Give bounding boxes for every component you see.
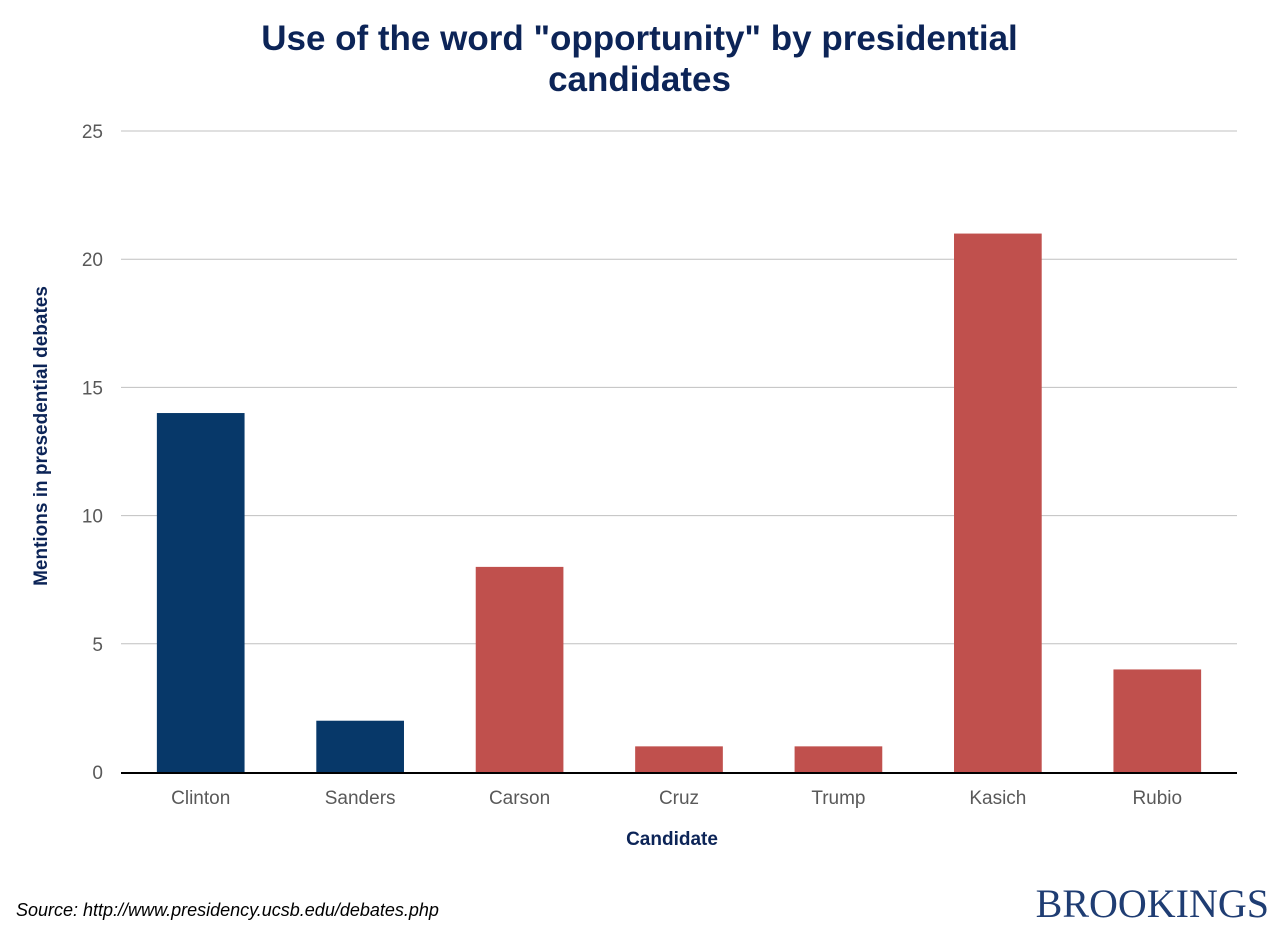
bar-rubio <box>1113 669 1202 772</box>
x-tick-label: Cruz <box>659 788 699 809</box>
bar-clinton <box>156 413 245 772</box>
y-axis-ticks: 0 5 10 15 20 25 <box>82 122 103 784</box>
x-tick-label: Rubio <box>1132 788 1182 809</box>
x-tick-label: Clinton <box>171 788 230 809</box>
x-axis-ticks: Clinton Sanders Carson Cruz Trump Kasich Rubio <box>171 788 1182 809</box>
y-tick-label: 0 <box>92 763 103 784</box>
bars <box>156 233 1202 772</box>
x-tick-label: Trump <box>811 788 865 809</box>
gridlines <box>121 130 1237 645</box>
bar-cruz <box>635 746 723 772</box>
y-tick-label: 15 <box>82 378 103 399</box>
chart-title-line-2: candidates <box>548 60 731 99</box>
y-tick-label: 5 <box>92 635 103 656</box>
x-axis-title: Candidate <box>626 829 718 850</box>
brookings-logo: BROOKINGS <box>1035 881 1269 926</box>
source-note: Source: http://www.presidency.ucsb.edu/d… <box>16 900 439 920</box>
bar-sanders <box>316 720 404 772</box>
x-tick-label: Carson <box>489 788 550 809</box>
x-tick-label: Kasich <box>969 788 1026 809</box>
y-tick-label: 10 <box>82 507 103 528</box>
y-tick-label: 25 <box>82 122 103 143</box>
chart-title: Use of the word "opportunity" by preside… <box>0 18 1279 100</box>
y-axis-title: Mentions in presedential debates <box>31 286 52 586</box>
x-tick-label: Sanders <box>325 788 396 809</box>
bar-trump <box>794 746 883 772</box>
chart-title-line-1: Use of the word "opportunity" by preside… <box>261 19 1018 58</box>
bar-carson <box>475 566 564 772</box>
bar-kasich <box>954 233 1042 772</box>
y-tick-label: 20 <box>82 250 103 271</box>
